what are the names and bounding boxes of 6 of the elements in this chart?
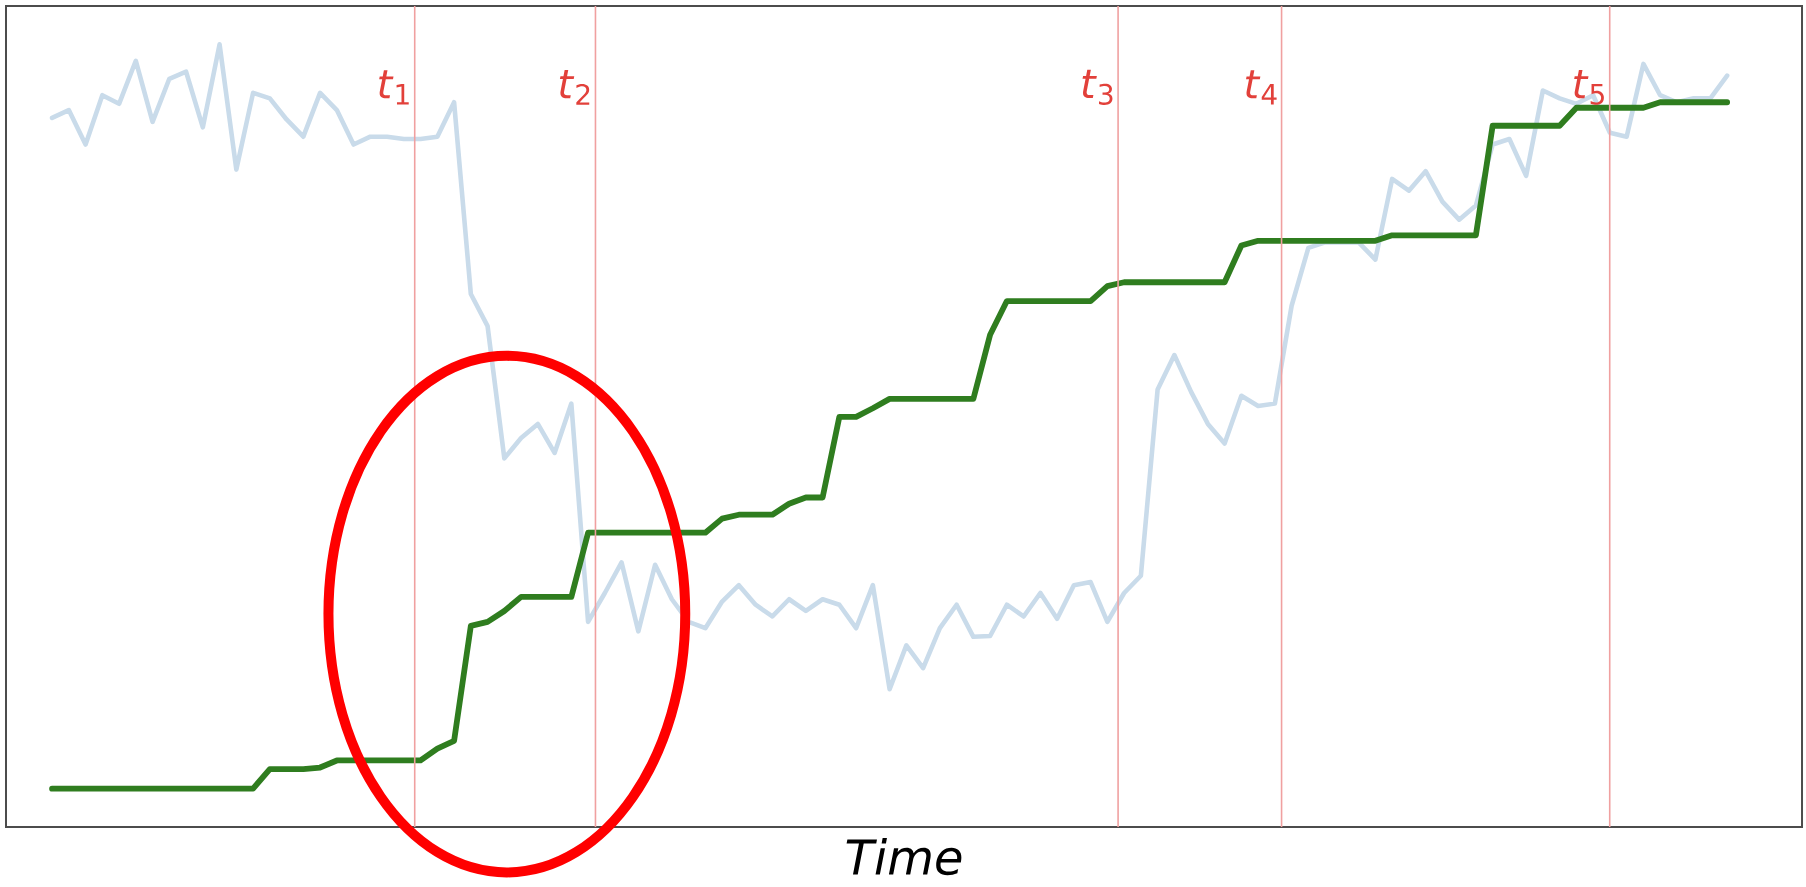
annotation: t$_{5}$ [1574,70,1604,105]
annotation: t$_{2}$ [559,70,590,105]
x-axis-title: Time [846,838,962,876]
annotation: t$_{4}$ [1246,70,1277,105]
annotation: t$_{1}$ [379,70,409,105]
annotation: t$_{3}$ [1082,69,1113,105]
